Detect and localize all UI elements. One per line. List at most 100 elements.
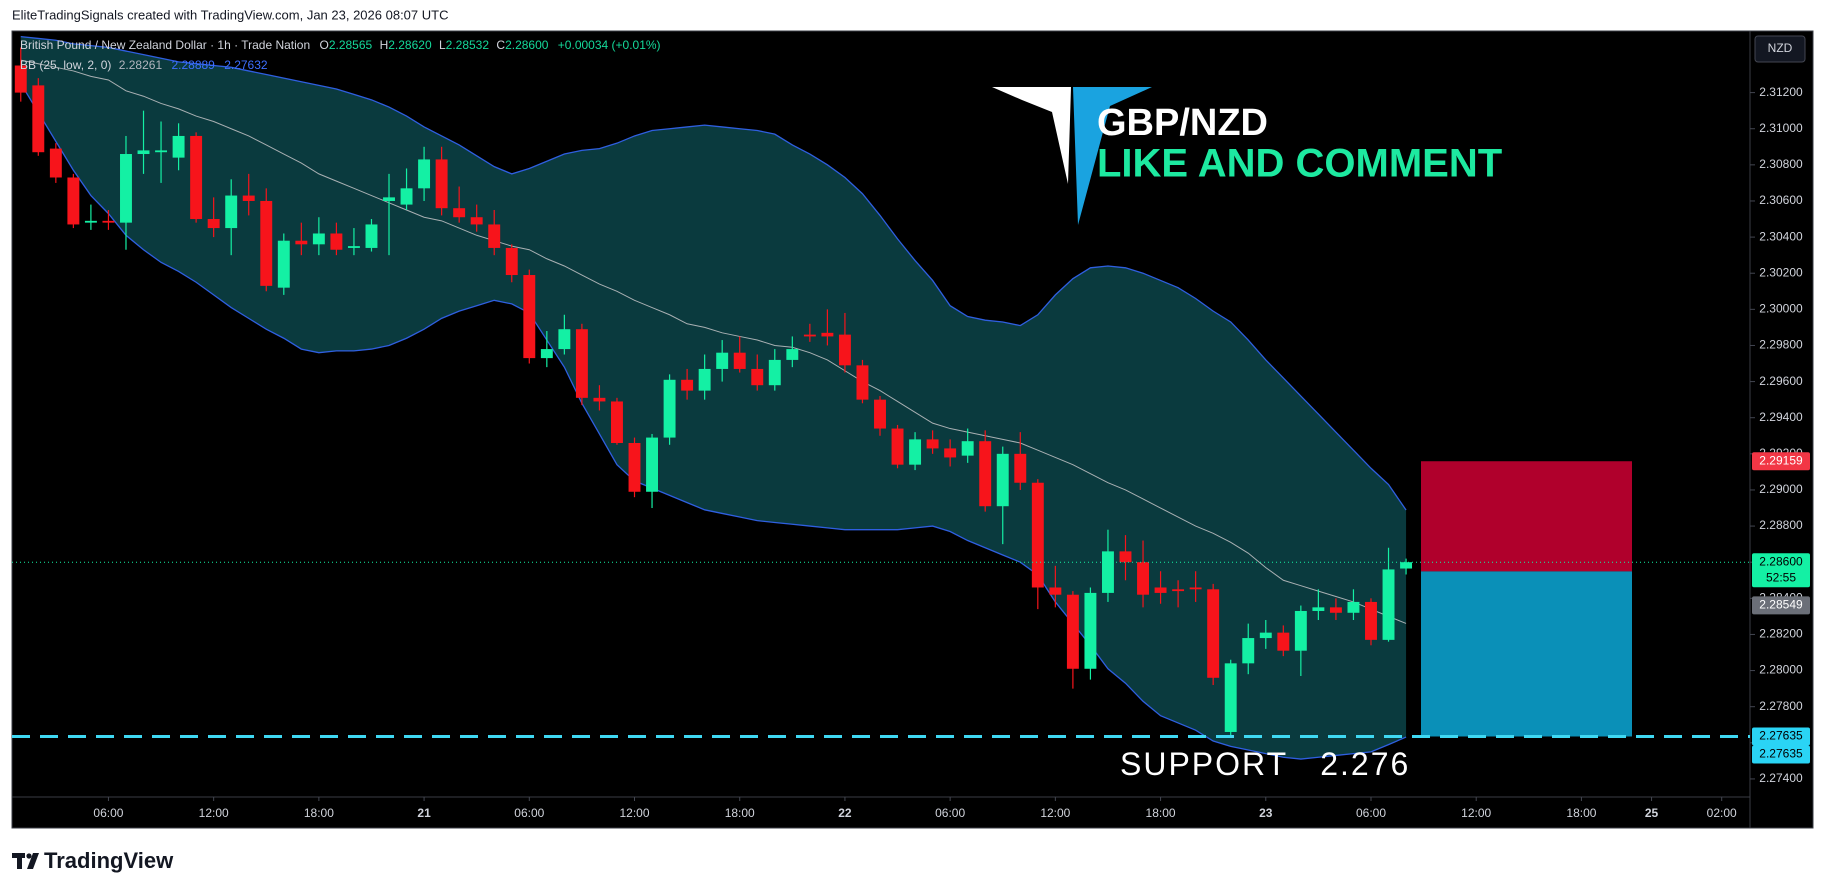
candle-body — [470, 217, 483, 225]
candle-body — [295, 240, 308, 245]
candle-body — [347, 246, 360, 248]
brand-icon — [17, 853, 22, 869]
currency-label[interactable]: NZD — [1768, 41, 1793, 55]
candle-body — [1400, 562, 1413, 569]
currency-button[interactable] — [1754, 35, 1806, 63]
x-tick-label: 06:00 — [1356, 806, 1386, 820]
candle-body — [32, 85, 45, 153]
candle-body — [1154, 587, 1167, 593]
credit: EliteTradingSignals created with Trading… — [12, 7, 448, 22]
band-lower — [20, 83, 1407, 760]
candle-body — [84, 220, 97, 223]
indicator-row: BB (25, low, 2, 0) 2.28261 2.28889 2.276… — [20, 58, 268, 72]
y-tick-label: 2.30200 — [1759, 265, 1803, 279]
candle-body — [1224, 663, 1237, 732]
candle-body — [1172, 589, 1185, 592]
pair-title: GBP/NZD — [1097, 102, 1268, 144]
candle-body — [190, 135, 203, 220]
y-tick-label: 2.28000 — [1759, 663, 1803, 677]
candle-body — [540, 349, 553, 359]
legend-value: 2.28620 — [388, 38, 432, 52]
y-tick-label: 2.27400 — [1759, 771, 1803, 785]
candle-body — [1347, 601, 1360, 613]
candle-body — [14, 65, 27, 93]
price-tag-label: 2.28600 — [1759, 554, 1803, 568]
candle-body — [1084, 592, 1097, 669]
candle-body — [1049, 587, 1062, 595]
candle-body — [453, 208, 466, 218]
candle-body — [909, 439, 922, 465]
y-tick-label: 2.27800 — [1759, 699, 1803, 713]
legend-change: +0.00034 (+0.01%) — [558, 38, 661, 52]
candle-body — [1066, 594, 1079, 669]
candle-body — [207, 219, 220, 229]
candle-body — [49, 148, 62, 178]
y-tick-label: 2.31000 — [1759, 121, 1803, 135]
band-middle — [20, 59, 1407, 624]
y-tick-label: 2.30000 — [1759, 302, 1803, 316]
y-tick-label: 2.28200 — [1759, 627, 1803, 641]
candle-body — [242, 195, 255, 201]
candle-body — [1137, 562, 1149, 595]
indicator-value: 2.28261 — [119, 58, 163, 72]
price-tag-label: 2.27635 — [1759, 747, 1803, 761]
x-tick-label: 25 — [1645, 806, 1659, 820]
legend-row: British Pound / New Zealand Dollar · 1h … — [20, 38, 661, 52]
candle-body — [874, 399, 886, 429]
x-tick-label: 06:00 — [93, 806, 123, 820]
brand-icon — [26, 853, 32, 859]
plot: SUPPORT 2.276 — [12, 35, 1750, 782]
legend-key: O — [319, 38, 328, 52]
candle-body — [523, 275, 536, 359]
candle-body — [961, 441, 974, 456]
candle-body — [856, 365, 869, 400]
legend-key: L — [439, 38, 446, 52]
candle-body — [663, 379, 676, 438]
call-to-action: LIKE AND COMMENT — [1097, 142, 1502, 186]
candle-body — [1031, 482, 1044, 588]
x-tick-label: 18:00 — [1146, 806, 1176, 820]
candle-body — [751, 368, 764, 386]
countdown: 52:55 — [1766, 570, 1796, 584]
candle-body — [838, 334, 851, 366]
x-tick-label: 06:00 — [514, 806, 544, 820]
candle-body — [488, 224, 501, 248]
legend-value: 2.28600 — [505, 38, 549, 52]
y-tick-label: 2.30400 — [1759, 229, 1803, 243]
support-label: SUPPORT 2.276 — [1120, 746, 1410, 782]
brand-name: TradingView — [44, 848, 174, 873]
price-tag — [1752, 727, 1810, 746]
candle-body — [979, 441, 992, 507]
candle-body — [1365, 601, 1377, 640]
x-tick-label: 12:00 — [1461, 806, 1491, 820]
candle-body — [1242, 638, 1255, 664]
candle-body — [1207, 589, 1220, 678]
price-tag — [1752, 452, 1810, 471]
candle-body — [821, 332, 834, 337]
candle-body — [716, 352, 729, 369]
candle-body — [1277, 632, 1290, 651]
stop-zone — [1421, 461, 1632, 572]
candle-body — [803, 334, 816, 337]
y-tick-label: 2.29800 — [1759, 338, 1803, 352]
x-tick-label: 18:00 — [725, 806, 755, 820]
candle-body — [786, 349, 799, 360]
price-tag-label: 2.29159 — [1759, 453, 1803, 467]
candle-body — [1189, 587, 1202, 590]
band-upper — [20, 35, 1407, 511]
y-tick-label: 2.28800 — [1759, 518, 1803, 532]
x-tick-label: 22 — [838, 806, 852, 820]
candle-body — [155, 150, 168, 153]
candle-body — [558, 329, 571, 350]
legend-value: 2.28565 — [329, 38, 373, 52]
price-tag-label: 2.28549 — [1759, 598, 1803, 612]
candle-body — [120, 154, 132, 223]
brand-logo — [12, 853, 39, 869]
brand-icon — [27, 853, 39, 869]
candle-body — [611, 401, 623, 443]
candle-body — [225, 195, 238, 229]
indicator-value: 2.28889 — [171, 58, 215, 72]
candle-body — [628, 442, 641, 492]
